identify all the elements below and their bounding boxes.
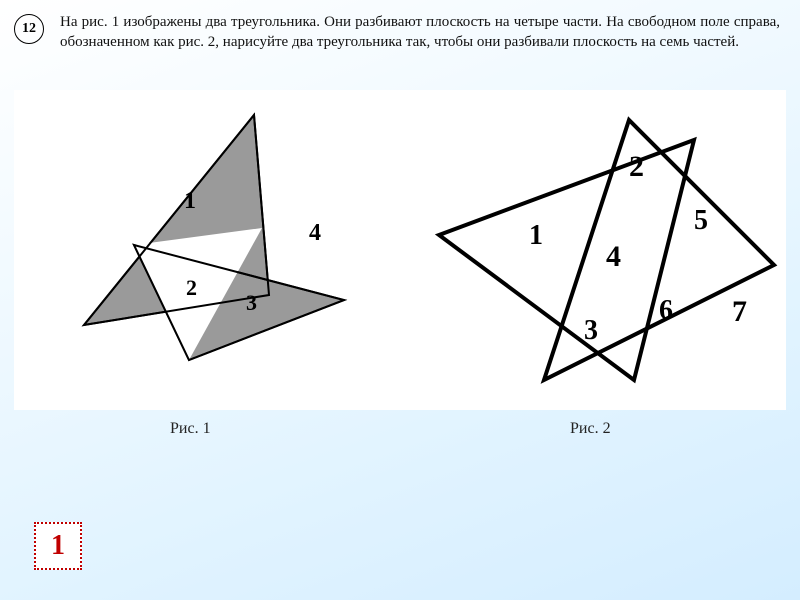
figure1-caption: Рис. 1 (170, 420, 211, 438)
figure2-caption: Рис. 2 (570, 420, 611, 438)
fig1-label-2: 2 (186, 275, 197, 301)
figure-area: 1 2 3 4 1 2 3 4 5 6 7 (14, 90, 786, 410)
score-box: 1 (34, 522, 82, 570)
problem-number-badge: 12 (14, 14, 44, 44)
fig1-label-3: 3 (246, 290, 257, 316)
problem-text: На рис. 1 изображены два треугольника. О… (60, 12, 780, 53)
fig2-label-6: 6 (659, 295, 673, 327)
fig1-label-4: 4 (309, 220, 321, 247)
figure-2 (404, 90, 800, 400)
figure-1 (24, 95, 384, 395)
fig2-label-5: 5 (694, 205, 708, 237)
fig2-label-4: 4 (606, 240, 621, 274)
fig2-label-7: 7 (732, 295, 747, 329)
fig2-label-3: 3 (584, 315, 598, 347)
page: 12 На рис. 1 изображены два треугольника… (0, 0, 800, 600)
fig1-label-1: 1 (184, 188, 196, 215)
fig2-label-1: 1 (529, 220, 543, 252)
fig2-label-2: 2 (629, 150, 644, 184)
fig2-triangle-a (439, 140, 694, 380)
